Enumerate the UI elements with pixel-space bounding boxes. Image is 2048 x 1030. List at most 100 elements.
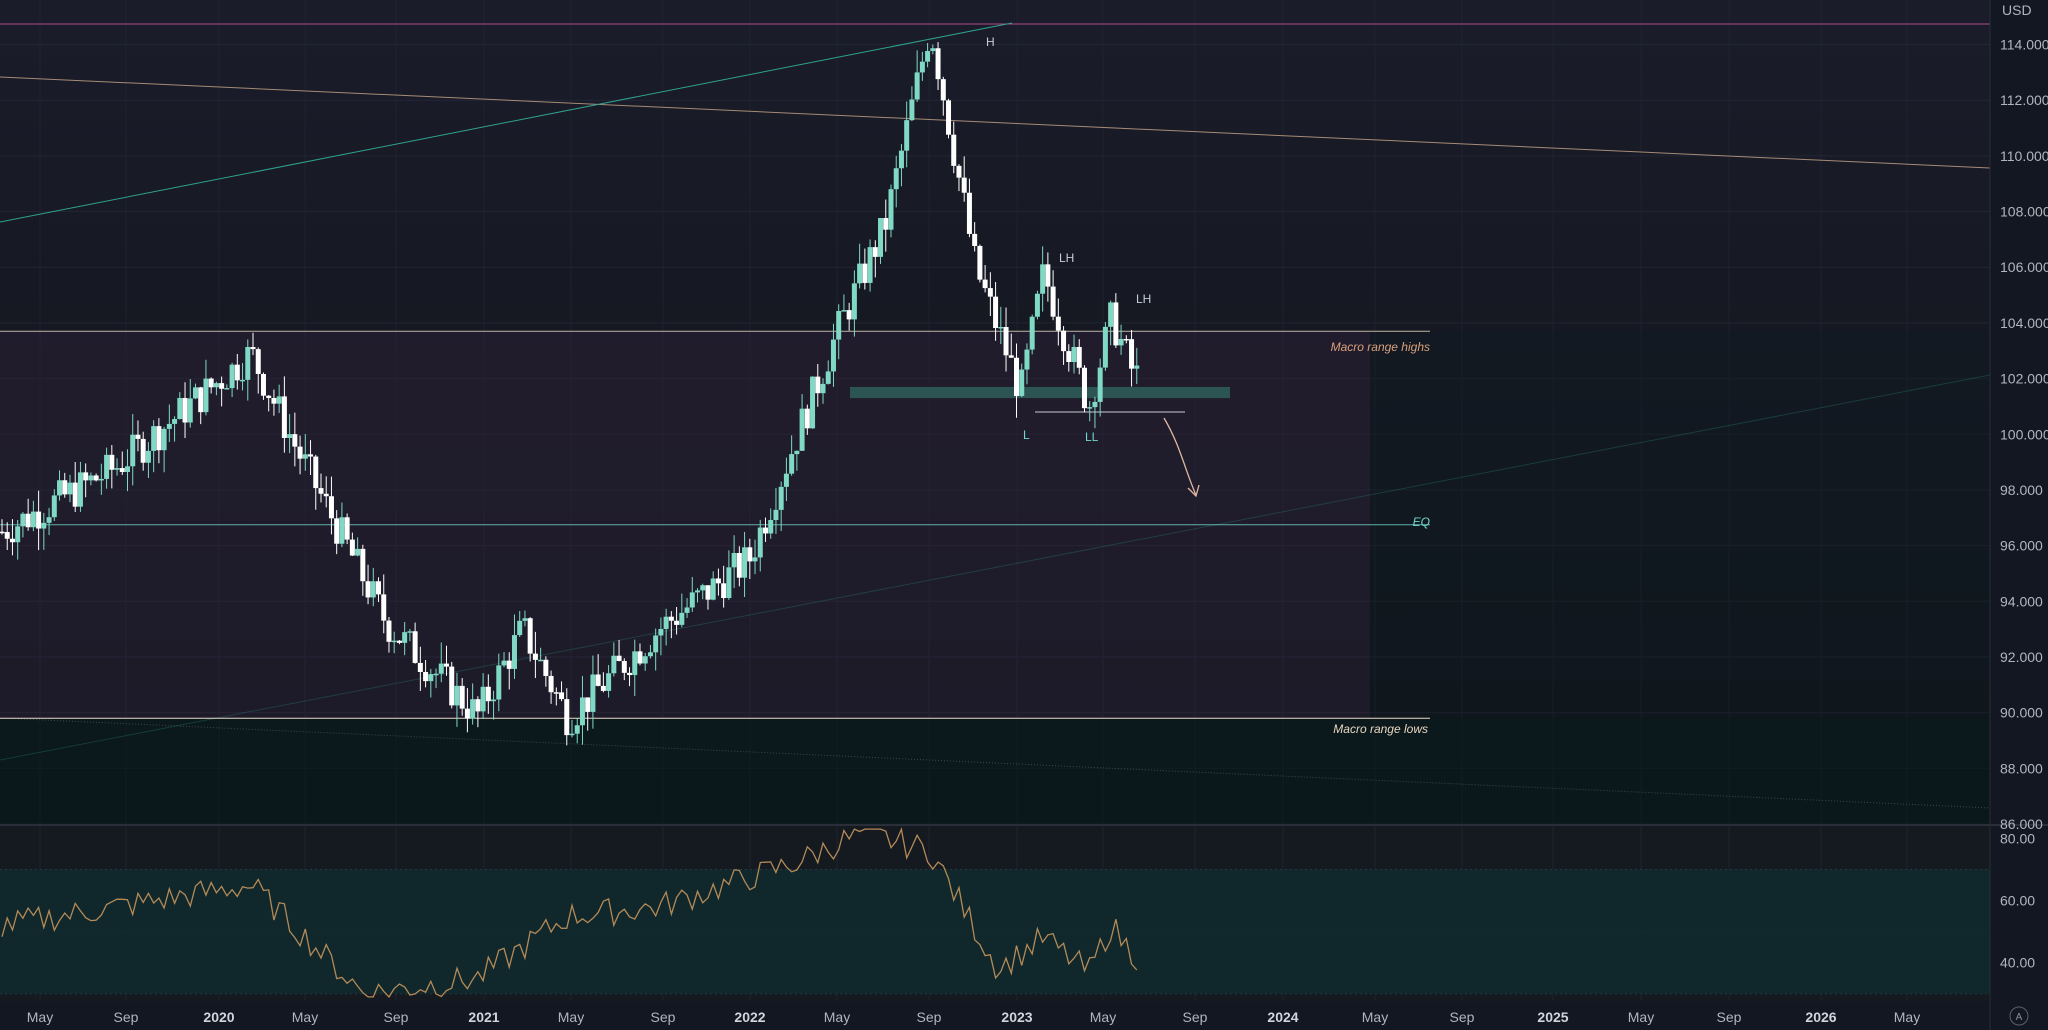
pattern-label-h: H bbox=[986, 35, 995, 49]
time-tick-label: 2023 bbox=[1001, 1009, 1032, 1025]
candle-body bbox=[140, 438, 146, 463]
candle-body bbox=[1076, 346, 1082, 368]
candle-body bbox=[475, 699, 481, 712]
candle-body bbox=[62, 480, 68, 495]
pattern-label-ll: LL bbox=[1085, 430, 1099, 444]
candle-body bbox=[219, 383, 225, 389]
drawing-overlays bbox=[1163, 417, 1200, 498]
time-tick-label: Sep bbox=[1183, 1009, 1208, 1025]
candle-body bbox=[825, 371, 831, 384]
candle-body bbox=[946, 100, 952, 135]
candle-body bbox=[135, 434, 141, 439]
candle-body bbox=[98, 478, 104, 481]
candle-body bbox=[376, 581, 382, 595]
price-tick-label: 88.000 bbox=[2000, 760, 2043, 776]
candle-body bbox=[998, 327, 1004, 329]
candle-body bbox=[145, 450, 151, 463]
candle-body bbox=[642, 656, 648, 664]
candle-body bbox=[543, 659, 549, 676]
candle-body bbox=[762, 527, 768, 534]
candle-body bbox=[658, 628, 664, 636]
candle-body bbox=[553, 692, 559, 694]
projection-arrow bbox=[1163, 417, 1197, 496]
candle-body bbox=[381, 594, 387, 621]
candle-body bbox=[820, 383, 826, 394]
candle-body bbox=[909, 99, 915, 121]
candle-body bbox=[1092, 401, 1098, 408]
candle-body bbox=[904, 120, 910, 151]
candle-body bbox=[778, 486, 784, 510]
candle-body bbox=[208, 378, 214, 388]
candle-body bbox=[857, 263, 863, 284]
candle-body bbox=[449, 666, 455, 706]
candle-body bbox=[328, 496, 334, 519]
candle-body bbox=[961, 177, 967, 193]
candle-body bbox=[203, 378, 209, 413]
candle-body bbox=[51, 495, 57, 518]
candle-body bbox=[930, 48, 936, 52]
candle-body bbox=[130, 434, 136, 467]
candle-body bbox=[119, 468, 125, 473]
candle-body bbox=[585, 697, 591, 712]
price-axis[interactable]: 114.000 112.000 110.000 108.000 106.000 104.0… bbox=[2000, 37, 2048, 832]
candle-body bbox=[982, 279, 988, 289]
candle-body bbox=[511, 635, 517, 669]
candle-body bbox=[522, 618, 528, 621]
time-tick-label: May bbox=[292, 1009, 318, 1025]
candle-body bbox=[1123, 338, 1129, 341]
price-tick-label: 112.000 bbox=[2000, 92, 2048, 108]
auto-scale-button[interactable] bbox=[2009, 1006, 2029, 1026]
candle-body bbox=[830, 339, 836, 372]
candle-body bbox=[30, 511, 36, 528]
candle-body bbox=[1097, 367, 1103, 402]
candle-body bbox=[710, 578, 716, 600]
candle-body bbox=[156, 426, 162, 451]
candle-body bbox=[1113, 302, 1119, 346]
candle-body bbox=[600, 685, 606, 691]
candle-body bbox=[281, 396, 287, 438]
candle-body bbox=[1029, 316, 1035, 350]
auto-scale-label: A bbox=[2016, 1012, 2023, 1023]
candle-body bbox=[67, 482, 73, 495]
candle-body bbox=[977, 245, 983, 280]
candle-body bbox=[480, 686, 486, 712]
candle-body bbox=[276, 396, 282, 404]
candle-body bbox=[182, 397, 188, 423]
candle-body bbox=[987, 288, 993, 297]
candle-body bbox=[1061, 330, 1067, 352]
currency-label: USD bbox=[2002, 2, 2032, 18]
candle-body bbox=[1008, 355, 1014, 358]
time-tick-label: May bbox=[1628, 1009, 1654, 1025]
candle-body bbox=[360, 548, 366, 582]
candle-body bbox=[496, 665, 502, 700]
price-axis-background bbox=[1990, 0, 2048, 1030]
candle-body bbox=[653, 635, 659, 653]
candle-body bbox=[192, 387, 198, 399]
candle-body bbox=[1040, 264, 1046, 294]
time-axis[interactable]: May Sep 2020 May Sep 2021 May Sep 2022 May Sep 2023… bbox=[27, 1009, 1920, 1025]
candle-body bbox=[538, 659, 544, 662]
candle-body bbox=[93, 475, 99, 481]
candle-body bbox=[627, 672, 633, 676]
candle-body bbox=[532, 653, 538, 660]
candle-body bbox=[0, 531, 5, 534]
candle-body bbox=[611, 655, 617, 674]
candle-body bbox=[370, 581, 376, 598]
candle-body bbox=[773, 509, 779, 521]
candle-body bbox=[851, 283, 857, 320]
below-range-area bbox=[0, 718, 1990, 824]
range-zones bbox=[0, 331, 1990, 994]
candle-body bbox=[1087, 407, 1093, 409]
candle-body bbox=[213, 383, 219, 388]
price-tick-label: 96.000 bbox=[2000, 538, 2043, 554]
candle-body bbox=[166, 423, 172, 429]
price-tick-label: 108.000 bbox=[2000, 204, 2048, 220]
candle-body bbox=[240, 379, 246, 382]
descending-resistance-line bbox=[0, 76, 1991, 169]
candle-body bbox=[590, 674, 596, 712]
time-tick-label: May bbox=[824, 1009, 850, 1025]
rsi-axis[interactable]: 80.00 60.00 40.00 bbox=[2000, 830, 2035, 970]
candle-body bbox=[229, 364, 235, 389]
candle-body bbox=[726, 567, 732, 599]
